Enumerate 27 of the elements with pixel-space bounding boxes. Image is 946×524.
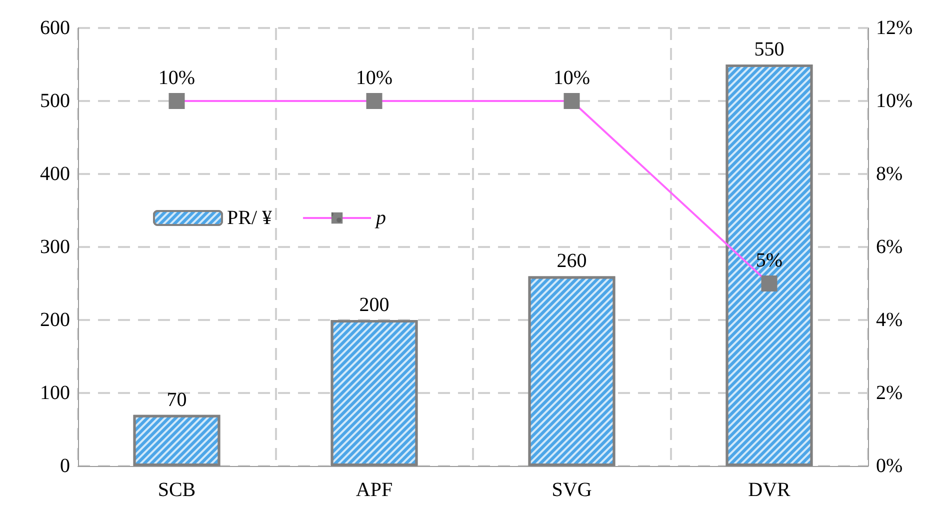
y-tick-label: 200 — [40, 309, 70, 331]
legend-label: PR/ ¥ — [227, 207, 272, 229]
x-tick-label: DVR — [748, 479, 792, 501]
data-label: 260 — [556, 250, 587, 272]
legend-label: p — [374, 207, 386, 229]
data-label: 70 — [166, 388, 187, 411]
y-tick-label: 0 — [60, 455, 70, 477]
y-tick-label: 400 — [40, 163, 70, 185]
y2-tick-label: 10% — [876, 90, 913, 112]
data-label: 10% — [158, 67, 196, 89]
y-tick-label: 500 — [40, 90, 70, 112]
data-label: 10% — [553, 67, 590, 89]
y-tick-label: 100 — [40, 382, 70, 404]
x-tick-label: SVG — [552, 479, 592, 501]
y2-tick-label: 12% — [876, 17, 913, 39]
x-tick-label: APF — [356, 479, 393, 501]
y2-tick-label: 8% — [876, 163, 903, 185]
y2-tick-label: 4% — [876, 309, 903, 331]
y-tick-label: 300 — [40, 236, 70, 258]
data-label: 550 — [754, 38, 784, 60]
y-tick-label: 600 — [40, 17, 70, 39]
y2-tick-label: 6% — [876, 236, 903, 258]
y2-tick-label: 0% — [876, 455, 903, 477]
y2-tick-label: 2% — [876, 382, 903, 404]
data-label: 10% — [356, 67, 393, 89]
data-label: 200 — [359, 294, 390, 316]
x-tick-label: SCB — [158, 479, 196, 501]
